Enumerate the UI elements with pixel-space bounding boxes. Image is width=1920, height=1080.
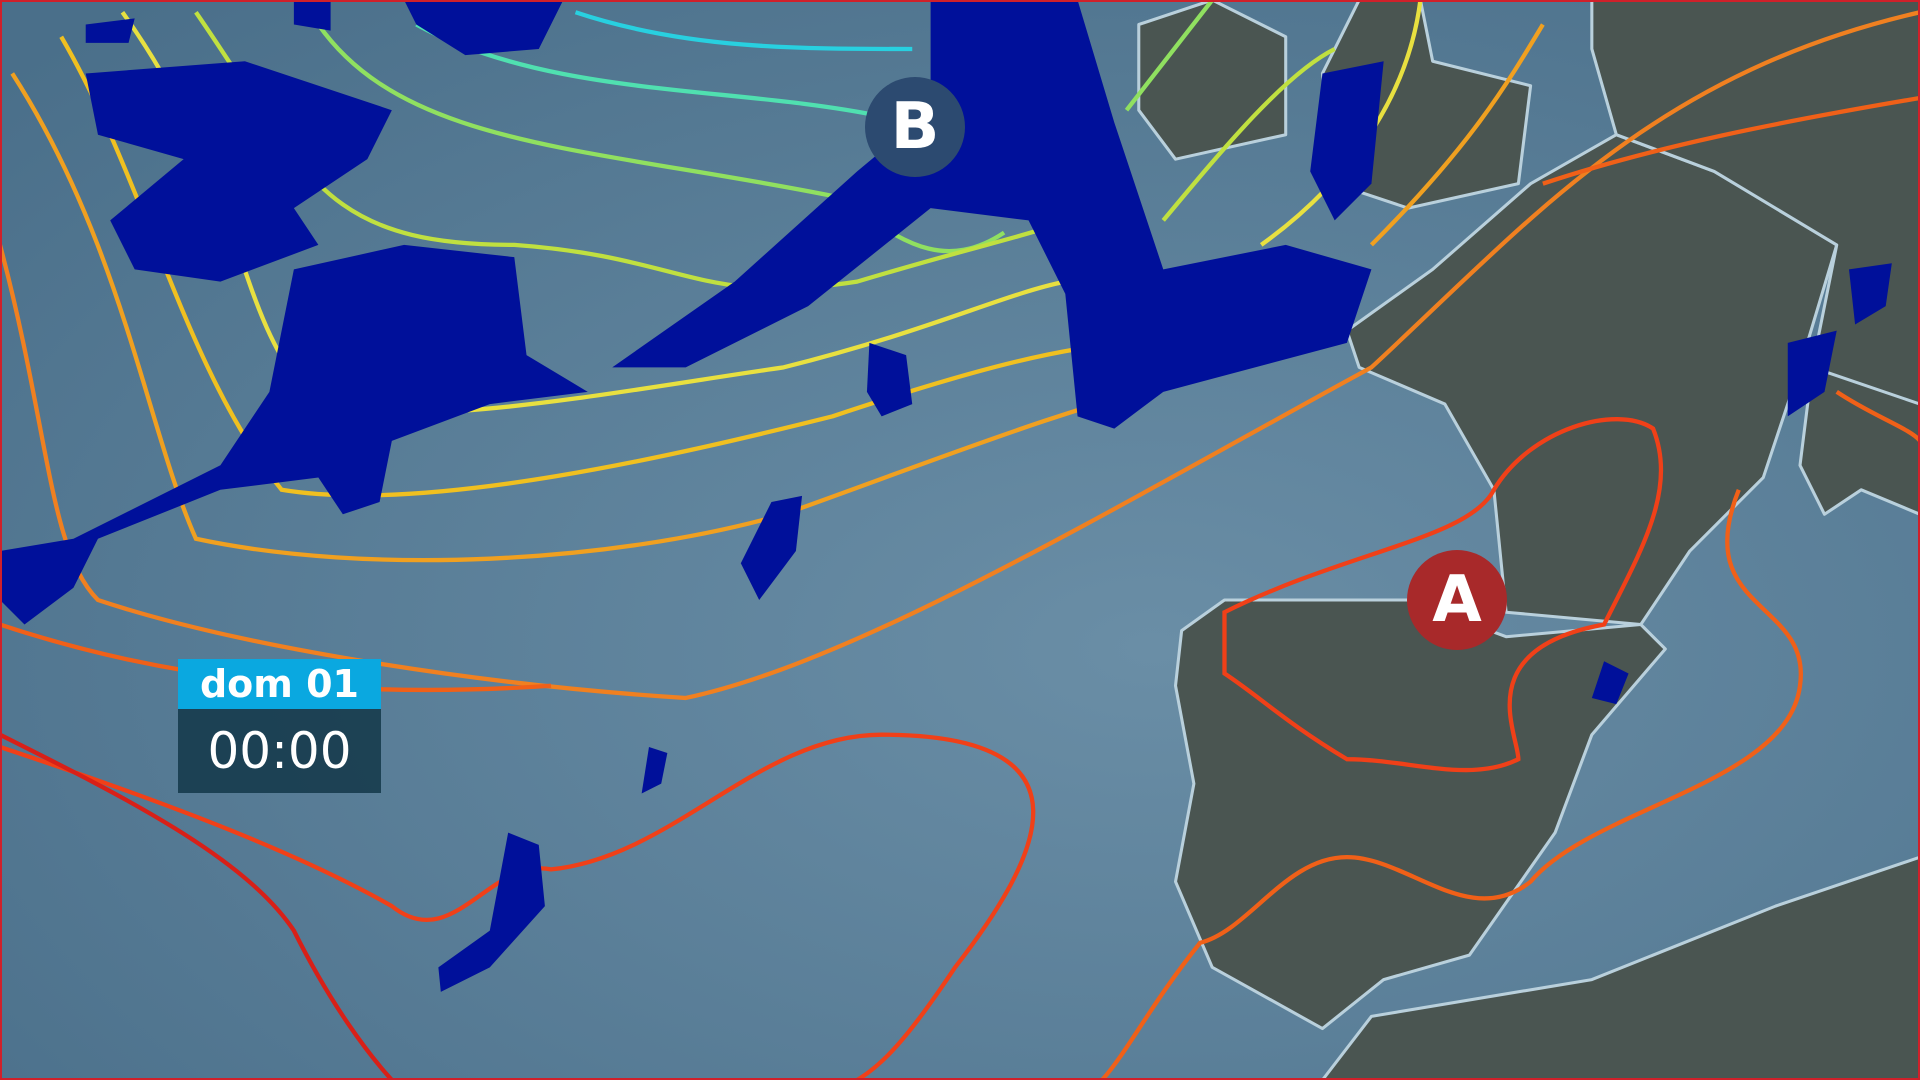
precipitation-area (85, 0, 564, 56)
precipitation-area (85, 61, 392, 282)
land-france (1345, 133, 1839, 627)
precipitation-area (1591, 661, 1629, 705)
precipitation-area (866, 342, 913, 417)
precipitation (0, 0, 1892, 992)
forecast-label: dom 01 00:00 (178, 659, 381, 793)
time-label: 00:00 (178, 709, 381, 793)
precipitation-area (0, 244, 588, 625)
precipitation-area (740, 495, 803, 600)
land-north-africa (1320, 855, 1920, 1080)
high-pressure-marker: A (1407, 550, 1507, 650)
isobar (316, 0, 1214, 254)
precipitation-area (1310, 61, 1384, 221)
precipitation-area (438, 832, 545, 992)
precipitation-area (612, 0, 1372, 429)
land-italy (1798, 365, 1920, 516)
precipitation-area (641, 746, 668, 794)
domain-label: dom 01 (178, 659, 381, 709)
isobar (10, 23, 1545, 563)
isobar (574, 10, 913, 52)
precipitation-area (1787, 330, 1837, 417)
low-pressure-marker: B (865, 77, 965, 177)
land-central-europe (1590, 0, 1920, 418)
isobar (0, 732, 394, 1080)
precipitation-area (1848, 263, 1892, 325)
isobar (0, 417, 1664, 1080)
